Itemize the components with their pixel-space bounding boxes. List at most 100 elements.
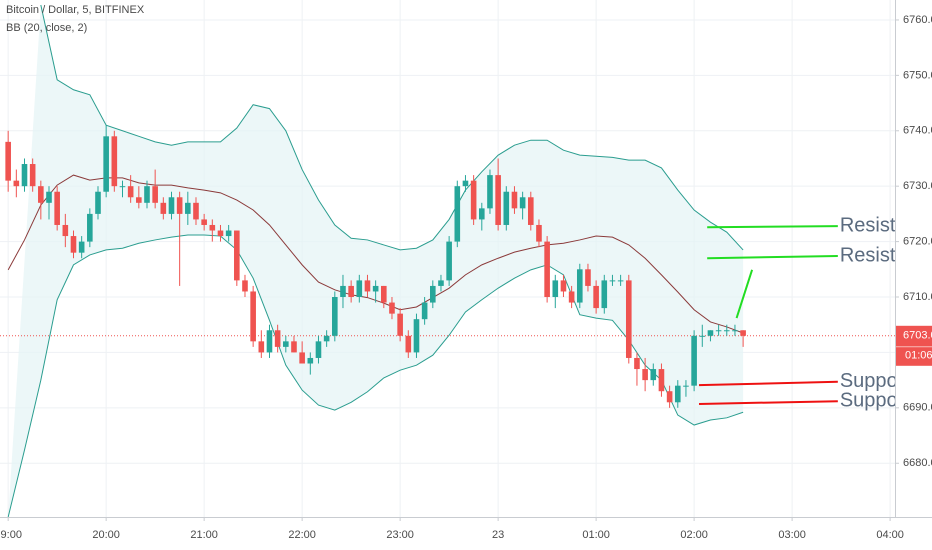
candle-body: [707, 330, 714, 336]
candle-body: [389, 302, 395, 314]
band-fill: [8, 4, 744, 517]
candle-body: [201, 219, 207, 225]
candle-body: [511, 191, 518, 209]
candle-body: [176, 197, 183, 214]
candle-body: [381, 285, 387, 303]
candle-body: [674, 385, 681, 403]
candle-body: [250, 291, 256, 342]
candle-body: [683, 385, 689, 387]
lower-band: [7, 234, 744, 517]
candle-body: [732, 330, 738, 332]
candle-body: [152, 186, 158, 203]
trend-line-label: Support: [840, 389, 910, 411]
candle-body: [372, 285, 379, 292]
candle-body: [576, 269, 583, 303]
candle-body: [307, 357, 314, 364]
candle-body: [462, 180, 469, 187]
candle-body: [560, 280, 567, 292]
candle-body: [364, 280, 371, 292]
candle-body: [527, 197, 534, 225]
x-tick-label: 02:00: [680, 529, 708, 541]
candle-body: [225, 230, 232, 237]
candle-body: [536, 224, 542, 242]
y-tick-label: 6690.0: [903, 402, 932, 414]
candle-body: [13, 180, 20, 187]
y-tick-label: 6760.0: [903, 14, 932, 26]
candle-body: [46, 191, 52, 203]
candle-body: [234, 230, 240, 281]
candle-body: [568, 291, 575, 303]
candle-body: [397, 313, 403, 336]
candle-body: [111, 136, 118, 187]
candle-body: [478, 208, 485, 220]
candle-body: [609, 280, 616, 282]
trend-line: [735, 269, 754, 319]
candle-body: [283, 341, 289, 347]
price-label: 6703.0: [903, 330, 932, 342]
candle-body: [650, 369, 657, 381]
trend-line-label: Resistance: [840, 214, 932, 236]
y-tick-label: 6740.0: [903, 125, 932, 137]
candle-body: [266, 330, 273, 353]
candle-body: [544, 241, 550, 298]
candle-body: [340, 285, 346, 298]
candle-body: [323, 335, 330, 342]
x-tick-label: 04:00: [876, 529, 904, 541]
candle-body: [29, 164, 36, 187]
y-tick-label: 6710.0: [903, 291, 932, 303]
candle-body: [495, 175, 501, 225]
candle-body: [470, 180, 477, 220]
candle-body: [291, 341, 297, 353]
candle-body: [519, 197, 526, 209]
candle-body: [430, 285, 436, 303]
chart-title: Bitcoin / Dollar, 5, BITFINEX: [6, 4, 145, 16]
candle-body: [209, 224, 216, 231]
candle-body: [585, 269, 591, 286]
price-label-box: [896, 325, 932, 366]
candle-body: [242, 280, 248, 292]
candle-body: [62, 224, 69, 237]
x-tick-label: 03:00: [778, 529, 806, 541]
trend-line-label: Resistance: [840, 244, 932, 266]
candle-body: [601, 280, 608, 309]
candle-body: [258, 341, 265, 353]
countdown-label: 01:06: [905, 350, 932, 362]
candle-body: [5, 141, 11, 181]
x-tick-label: 20:00: [92, 529, 120, 541]
candle-body: [617, 280, 624, 282]
candle-body: [666, 391, 673, 403]
candle-body: [95, 191, 101, 214]
candle-body: [446, 241, 452, 281]
candle-body: [119, 186, 126, 188]
candle-body: [348, 285, 354, 298]
candle-body: [454, 186, 461, 242]
candle-body: [642, 369, 648, 381]
y-tick-label: 6680.0: [903, 457, 932, 469]
candle-body: [127, 186, 134, 198]
trend-line: [698, 380, 838, 387]
candle-body: [715, 330, 722, 332]
candle-body: [593, 285, 599, 309]
candle-body: [70, 236, 77, 253]
candle-body: [740, 330, 746, 336]
candle-body: [487, 175, 493, 209]
candle-body: [332, 297, 338, 336]
candle-body: [168, 197, 175, 214]
candle-body: [78, 241, 85, 253]
trend-line: [707, 225, 838, 229]
candle-body: [356, 280, 363, 298]
indicator-legend: BB (20, close, 2): [6, 22, 87, 34]
candle-body: [413, 319, 420, 353]
candle-body: [723, 330, 730, 332]
candle-body: [38, 186, 44, 203]
y-tick-label: 6750.0: [903, 69, 932, 81]
x-tick-label: 22:00: [288, 529, 316, 541]
x-tick-label: 19:00: [0, 529, 22, 541]
trend-line: [707, 255, 838, 260]
candle-body: [503, 191, 510, 225]
candle-body: [315, 341, 322, 358]
candle-body: [21, 164, 28, 187]
candle-body: [625, 280, 632, 358]
candle-body: [658, 369, 665, 392]
